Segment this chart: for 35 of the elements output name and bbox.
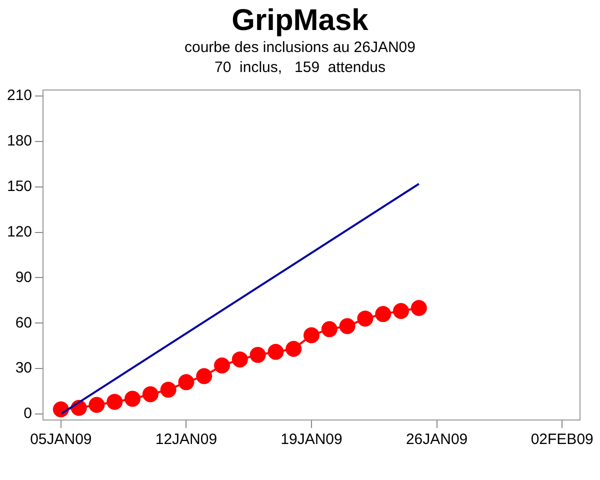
y-tick-label: 60 (15, 314, 32, 332)
point (357, 310, 374, 327)
point (393, 303, 410, 320)
point (178, 374, 194, 390)
point (160, 382, 176, 398)
point (142, 386, 158, 402)
point (106, 394, 123, 410)
y-tick-label: 120 (6, 223, 32, 240)
point (321, 321, 338, 338)
point (124, 390, 141, 407)
point (52, 401, 69, 418)
point (214, 358, 230, 374)
point (268, 344, 284, 360)
point (410, 300, 427, 316)
chart-subtitle: courbe des inclusions au 26JAN09 70 inclus, 159 attendus (184, 38, 416, 78)
y-tick-label: 30 (15, 360, 32, 377)
point (339, 318, 356, 334)
x-tick-label: 05JAN09 (30, 431, 92, 448)
chart-title: GripMask (230, 4, 370, 38)
x-tick-label: 19JAN09 (280, 431, 342, 448)
point (286, 340, 302, 357)
point (375, 306, 392, 322)
point (250, 346, 266, 363)
point (196, 368, 212, 384)
x-tick-label: 26JAN09 (406, 431, 468, 448)
y-tick-label: 180 (6, 132, 32, 150)
y-tick-label: 90 (15, 268, 32, 286)
x-tick-label: 02FEB09 (530, 431, 594, 448)
y-tick-label: 0 (24, 405, 32, 422)
x-tick-label: 12JAN09 (155, 431, 218, 448)
y-tick-label: 150 (6, 178, 32, 196)
point (304, 327, 320, 344)
point (88, 396, 105, 413)
point (232, 351, 248, 368)
y-tick-label: 210 (6, 87, 32, 104)
